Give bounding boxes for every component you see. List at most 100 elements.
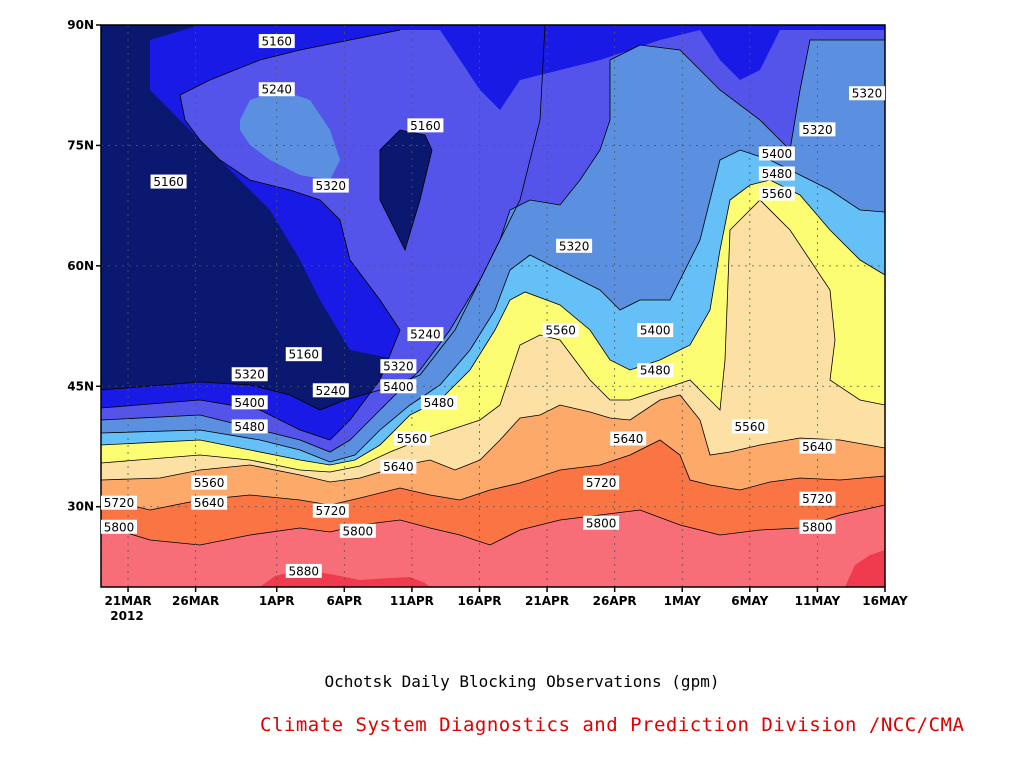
contour-label-box [758,146,795,161]
contour-label: 5320 [312,178,349,193]
contour-label-box [380,359,417,374]
contour-label-text: 5640 [383,460,414,474]
contour-fills [101,25,885,587]
contour-label: 5480 [420,395,457,410]
contour-label-box [339,523,376,538]
contour-label-box [285,347,322,362]
contour-label-box [583,515,620,530]
contour-label-text: 5640 [802,440,833,454]
contour-label-box [101,519,137,534]
contour-label-text: 5240 [261,83,292,97]
x-tick-label: 1MAY [664,594,701,608]
x-tick-label: 1APR [259,594,295,608]
contour-label-text: 5480 [424,396,455,410]
contour-label-text: 5400 [234,396,265,410]
contour-label: 5160 [150,174,187,189]
contour-label: 5800 [101,519,137,534]
contour-label: 5320 [556,238,593,253]
contour-label: 5480 [758,166,795,181]
contour-label-text: 5160 [153,175,184,189]
contour-label-text: 5240 [410,328,441,342]
x-tick-label: 21APR [525,594,569,608]
contour-label-text: 5160 [410,119,441,133]
contour-label: 5480 [637,363,674,378]
contour-label: 5240 [312,383,349,398]
contour-label-text: 5400 [383,380,414,394]
band-above-5880-right [845,550,885,587]
contour-label-text: 5880 [288,564,319,578]
y-tick-label: 30N [67,500,94,514]
contour-label: 5720 [583,475,620,490]
x-tick-label: 6APR [326,594,362,608]
band-5320-5400 [240,90,340,180]
contour-label-text: 5320 [234,368,265,382]
contour-labels: 5160 5240 5160 5160 5320 5320 5320 5320 5400 5480… [101,34,885,578]
contour-label-box [101,495,137,510]
contour-label-text: 5320 [316,179,347,193]
contour-label-text: 5640 [613,432,644,446]
x-tick-label: 16MAY [862,594,908,608]
contour-label-box [231,395,268,410]
x-tick-label: 6MAY [731,594,768,608]
contour-label: 5480 [231,419,268,434]
contour-label: 5720 [101,495,137,510]
contour-label-box [420,395,457,410]
contour-label-text: 5800 [586,516,617,530]
contour-label-box [191,475,228,490]
contour-label-box [610,431,647,446]
contour-label-box [583,475,620,490]
contour-label: 5800 [339,523,376,538]
contour-label: 5640 [191,495,228,510]
contour-label-text: 5240 [316,384,347,398]
contour-label-box [799,491,836,506]
contour-label: 5160 [258,34,295,49]
contour-label-box [758,166,795,181]
isoline-5240 [101,29,401,441]
y-axis: 30N 45N 60N 75N 90N [67,18,101,514]
x-tick-label: 21MAR [104,594,151,608]
contour-label-box [393,431,430,446]
contour-label-box [637,363,674,378]
contour-label-text: 5720 [316,504,347,518]
contour-label: 5800 [799,519,836,534]
contour-label-text: 5320 [383,360,414,374]
contour-label: 5400 [758,146,795,161]
credit-line: Climate System Diagnostics and Predictio… [260,714,965,736]
contour-label: 5560 [393,431,430,446]
contour-label-text: 5320 [559,239,590,253]
contour-label: 5400 [231,395,268,410]
contour-label-box [849,86,885,101]
contour-label: 5320 [231,367,268,382]
contour-label: 5400 [380,379,417,394]
contour-label-text: 5720 [586,476,617,490]
contour-label-box [312,178,349,193]
contour-label: 5400 [637,323,674,338]
contour-label-text: 5480 [234,420,265,434]
contour-label-box [556,238,593,253]
contour-label: 5240 [258,82,295,97]
contour-label-text: 5720 [802,492,833,506]
band-lowzone-5160 [380,130,432,250]
isoline-5800 [101,504,885,546]
contour-label-box [637,323,674,338]
contour-label: 5720 [799,491,836,506]
contour-label-box [285,563,322,578]
y-tick-label: 60N [67,259,94,273]
contour-label: 5320 [849,86,885,101]
contour-label: 5880 [285,563,322,578]
contour-label-box [258,34,295,49]
isoline-5480 [101,179,885,466]
contour-label-text: 5560 [194,476,225,490]
isoline-5560 [101,199,885,473]
contour-label-text: 5160 [288,348,319,362]
contour-label-box [407,118,444,133]
contour-label: 5160 [407,118,444,133]
grid-lines [101,24,886,587]
contour-label-box [799,122,836,137]
contour-label: 5640 [799,439,836,454]
isoline-5720 [101,439,885,511]
contour-label-text: 5480 [640,364,671,378]
contour-label: 5800 [583,515,620,530]
x-tick-label: 16APR [457,594,501,608]
x-tick-label: 11APR [390,594,434,608]
